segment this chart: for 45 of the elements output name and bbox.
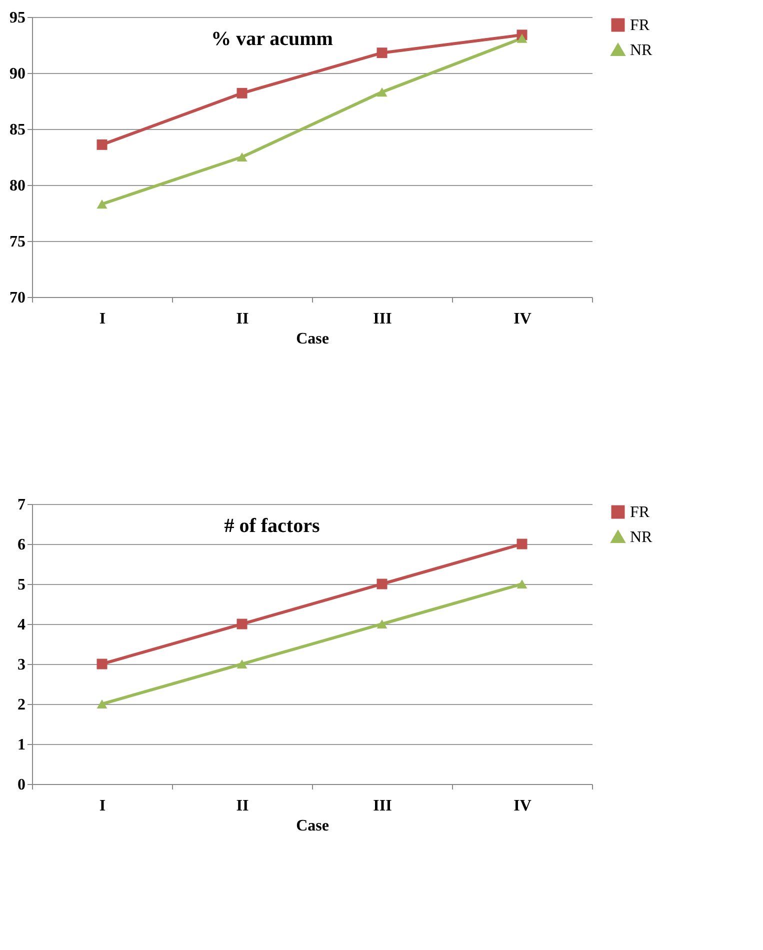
y-tick-label: 0 <box>18 776 26 794</box>
point <box>236 88 248 98</box>
y-tick-label: 95 <box>10 10 26 26</box>
y-tick-label: 75 <box>10 234 26 250</box>
x-tick-label: III <box>373 798 392 814</box>
point <box>236 618 248 630</box>
point <box>516 579 528 589</box>
point <box>96 699 108 709</box>
x-tick-label: I <box>99 798 106 814</box>
x-tick-label: IV <box>514 310 532 328</box>
x-tick-label: II <box>236 798 249 814</box>
y-tick-label: 1 <box>18 736 26 754</box>
y-tick-label: 2 <box>18 696 26 714</box>
text: % var acumm <box>211 28 334 50</box>
point <box>376 88 388 97</box>
point <box>236 659 248 669</box>
point <box>96 658 108 670</box>
text: # of factors <box>224 515 320 537</box>
x-axis-title: Case <box>296 330 329 348</box>
legend-label: NR <box>630 529 653 546</box>
point <box>516 34 528 43</box>
x-tick-label: IV <box>514 798 532 814</box>
y-tick-label: 70 <box>10 290 26 306</box>
point <box>376 619 388 629</box>
y-tick-label: 4 <box>18 616 26 634</box>
y-tick-label: 90 <box>10 66 26 82</box>
y-tick-label: 6 <box>18 536 26 554</box>
point <box>376 48 388 58</box>
x-tick-label: I <box>99 310 106 328</box>
x-axis-title: Case <box>296 818 329 834</box>
point <box>236 152 248 162</box>
legend-label: NR <box>630 42 653 59</box>
point <box>376 578 388 590</box>
y-tick-label: 7 <box>18 496 26 514</box>
x-tick-label: III <box>373 310 392 328</box>
point <box>96 200 108 209</box>
point <box>516 538 528 550</box>
legend-label: FR <box>630 17 650 34</box>
y-tick-label: 85 <box>10 122 26 138</box>
point <box>96 139 108 150</box>
legend-label: FR <box>630 504 650 521</box>
x-tick-label: II <box>236 310 249 328</box>
y-tick-label: 3 <box>18 656 26 674</box>
y-tick-label: 5 <box>18 576 26 594</box>
y-tick-label: 80 <box>10 178 26 194</box>
